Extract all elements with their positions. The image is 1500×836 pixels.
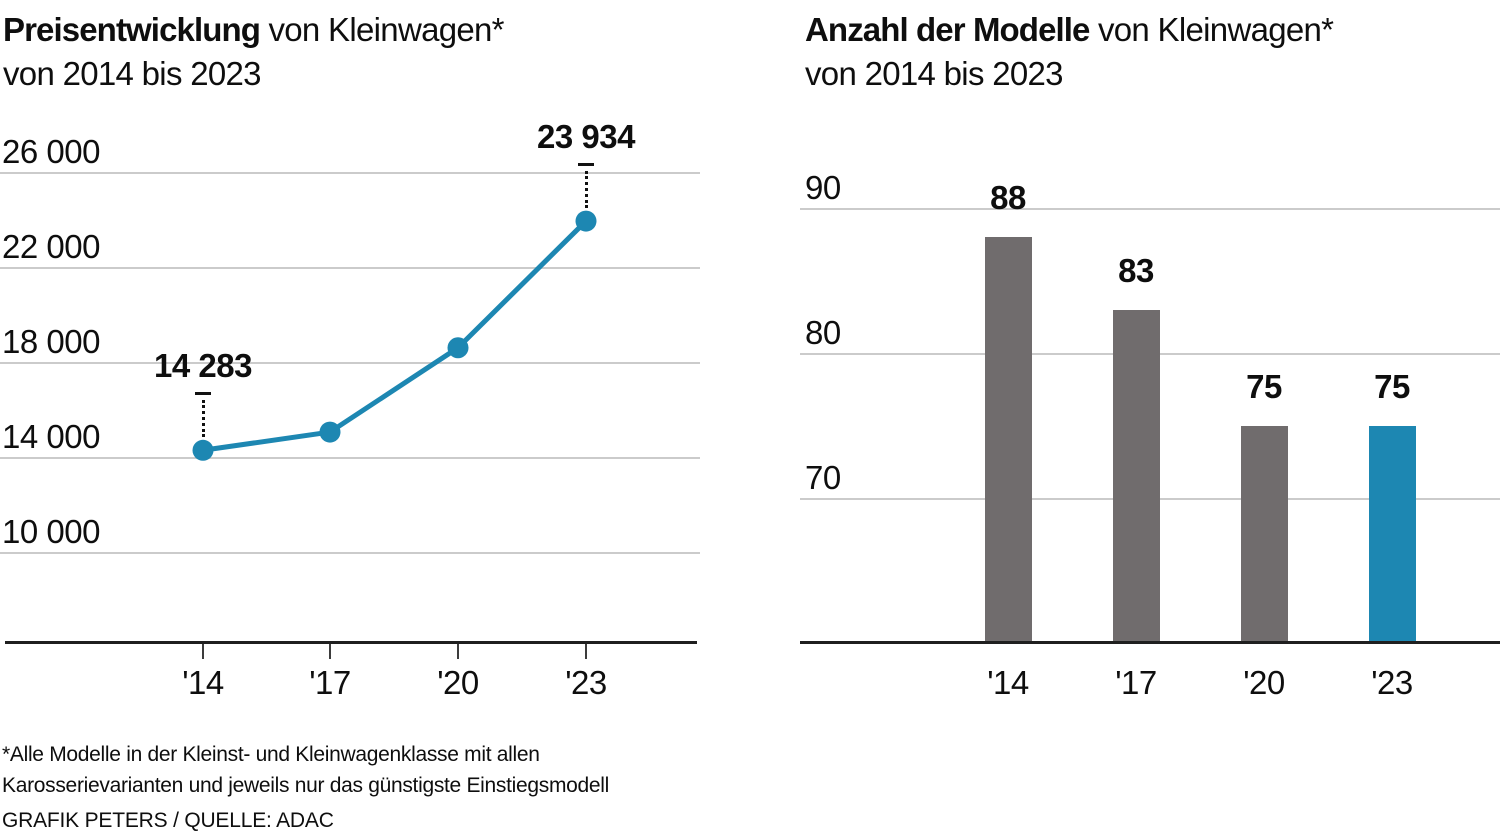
left-chart-subtitle: von 2014 bis 2023 [3, 55, 262, 92]
x-tick-label: '23 [565, 664, 607, 701]
footnote-line-2: Karosserievarianten und jeweils nur das … [2, 774, 610, 797]
annotation-dotted-line [584, 171, 588, 209]
bar-'17 [1112, 309, 1160, 644]
annotation-dotted-line [201, 400, 205, 438]
right-chart-title: Anzahl der Modelle von Kleinwagen* von 2… [805, 8, 1334, 96]
x-tick-label: '20 [437, 664, 479, 701]
y-tick-label: 80 [805, 314, 841, 351]
x-tick-label: '17 [309, 664, 351, 701]
right-title-bold: Anzahl der Modelle [805, 11, 1090, 48]
x-tick-label: '20 [1243, 664, 1285, 701]
x-axis-tick [202, 644, 204, 659]
y-gridline [0, 172, 700, 174]
bar-value-label: 88 [990, 179, 1026, 216]
x-tick-label: '14 [182, 664, 224, 701]
y-tick-label: 70 [805, 459, 841, 496]
line-series [202, 219, 588, 453]
left-title-rest: von Kleinwagen* [260, 11, 504, 48]
annotation-label: 14 283 [154, 347, 252, 385]
left-chart-title: Preisentwicklung von Kleinwagen* von 201… [3, 8, 505, 96]
bar-'14 [984, 237, 1032, 644]
left-title-bold: Preisentwicklung [3, 11, 261, 48]
bar-value-label: 75 [1246, 367, 1282, 405]
right-title-rest: von Kleinwagen* [1089, 11, 1334, 48]
annotation-label: 23 934 [537, 118, 635, 156]
footnote-line-1: *Alle Modelle in der Kleinst- und Kleinw… [2, 743, 540, 766]
bar-'20 [1240, 425, 1288, 644]
x-axis-tick [585, 644, 587, 659]
right-chart-subtitle: von 2014 bis 2023 [805, 55, 1064, 92]
y-tick-label: 22 000 [2, 228, 100, 265]
bar-'23 [1368, 425, 1416, 644]
y-gridline [800, 208, 1500, 210]
x-axis-line [5, 641, 697, 644]
y-tick-label: 10 000 [2, 513, 100, 550]
y-tick-label: 26 000 [2, 133, 100, 170]
y-tick-label: 14 000 [2, 418, 100, 455]
annotation-dash [578, 163, 594, 167]
y-tick-label: 18 000 [2, 323, 100, 360]
annotation-dash [195, 392, 211, 396]
bar-value-label: 75 [1374, 367, 1410, 405]
left-title-line1: Preisentwicklung von Kleinwagen* [3, 8, 505, 52]
bar-value-label: 83 [1118, 251, 1154, 289]
source-credit: GRAFIK PETERS / QUELLE: ADAC [2, 809, 334, 832]
x-axis-tick [457, 644, 459, 659]
x-tick-label: '14 [987, 664, 1029, 701]
data-point-'17 [319, 421, 341, 443]
y-tick-label: 90 [805, 169, 841, 206]
x-axis-line [800, 641, 1500, 644]
y-gridline [0, 552, 700, 554]
x-axis-tick [329, 644, 331, 659]
data-point-'23 [575, 210, 597, 232]
data-point-'20 [447, 337, 469, 359]
y-gridline [0, 267, 700, 269]
right-title-line1: Anzahl der Modelle von Kleinwagen* [805, 8, 1334, 52]
x-tick-label: '23 [1371, 664, 1413, 701]
footnote: *Alle Modelle in der Kleinst- und Kleinw… [2, 739, 609, 801]
x-tick-label: '17 [1115, 664, 1157, 701]
y-gridline [0, 457, 700, 459]
